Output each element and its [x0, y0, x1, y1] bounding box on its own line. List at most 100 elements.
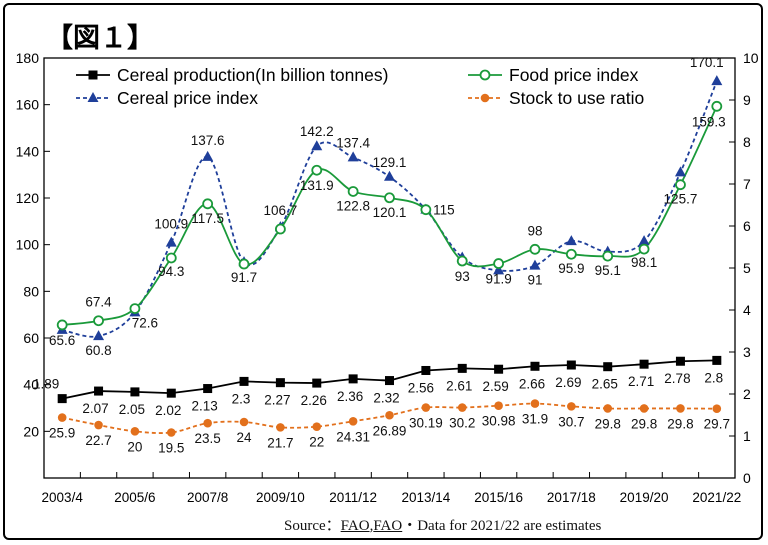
food-price-index-data-label: 72.6: [132, 316, 158, 331]
cereal-production-in-billion-tonnes-point: [94, 386, 104, 396]
cereal-production-in-billion-tonnes-point: [639, 359, 649, 369]
stock-to-use-ratio-point: [639, 404, 649, 413]
x-axis-tick-label: 2005/6: [114, 490, 155, 505]
cereal-price-index-point: [202, 150, 214, 161]
cereal-production-in-billion-tonnes-data-label: 2.32: [373, 391, 399, 406]
source-link-1[interactable]: FAO: [340, 518, 370, 534]
food-price-index-data-label: 98: [527, 223, 542, 238]
stock-to-use-ratio-point: [385, 410, 394, 420]
food-price-index-point: [529, 243, 541, 255]
source-sep: ,: [369, 518, 374, 534]
cereal-production-in-billion-tonnes-data-label: 2.27: [264, 393, 290, 408]
source-link-2[interactable]: FAO: [373, 518, 403, 534]
stock-to-use-ratio-data-label: 24.31: [336, 429, 370, 444]
cereal-production-in-billion-tonnes-point: [457, 363, 467, 373]
x-axis-tick-label: 2011/12: [329, 490, 377, 505]
food-price-index-data-label: 125.7: [664, 192, 698, 207]
food-price-index-data-label: 117.5: [191, 211, 224, 226]
legend-marker-stock-to-use-ratio: [480, 93, 490, 103]
left-axis-tick-label: 120: [16, 190, 40, 206]
food-price-index-point: [165, 252, 177, 264]
food-price-index-point: [565, 248, 577, 260]
cereal-price-index-point: [711, 75, 723, 86]
data-labels: 1.89 2.07 2.05 2.02 2.13 2.3 2.27 2.26 2.36 2.32 2…: [33, 55, 730, 455]
cereal-production-in-billion-tonnes-point: [603, 362, 613, 372]
stock-to-use-ratio-data-label: 29.8: [667, 416, 693, 431]
legend-label-food-price-index: Food price index: [509, 65, 639, 85]
legend-marker-cereal-price-index: [87, 92, 99, 102]
cereal-production-in-billion-tonnes-data-label: 2.78: [664, 371, 690, 386]
x-axis-tick-label: 2007/8: [187, 490, 228, 505]
food-price-index-data-label: 95.1: [595, 263, 621, 278]
legend-label-cereal-production-in-billion-tonnes: Cereal production(In billion tonnes): [117, 65, 388, 85]
cereal-price-index-point: [347, 151, 359, 162]
food-price-index-data-label: 122.8: [336, 198, 370, 213]
right-axis-tick-label: 3: [743, 344, 751, 360]
cereal-production-in-billion-tonnes-point: [712, 355, 722, 365]
legend-label-stock-to-use-ratio: Stock to use ratio: [509, 88, 644, 108]
cereal-production-in-billion-tonnes-point: [312, 378, 322, 388]
stock-to-use-ratio-data-label: 20: [127, 439, 142, 454]
cereal-production-in-billion-tonnes-point: [421, 365, 431, 375]
cereal-production-in-billion-tonnes-data-label: 2.3: [232, 391, 251, 406]
cereal-production-in-billion-tonnes-point: [530, 361, 540, 371]
legend: Cereal production(In billion tonnes) Cere…: [76, 65, 644, 108]
stock-to-use-ratio-point: [567, 402, 576, 411]
stock-to-use-ratio-data-label: 29.8: [631, 416, 657, 431]
food-price-index-point: [56, 319, 68, 331]
left-axis-tick-label: 140: [16, 143, 40, 159]
stock-to-use-ratio-point: [57, 413, 67, 422]
cereal-price-index-point: [165, 236, 177, 247]
stock-to-use-ratio-point: [130, 427, 140, 436]
cereal-production-in-billion-tonnes-point: [566, 360, 576, 370]
cereal-price-index-point: [384, 170, 395, 181]
right-axis-tick-label: 7: [743, 176, 751, 192]
food-price-index-data-label: 106.7: [263, 203, 297, 218]
food-price-index-data-label: 120.1: [373, 205, 407, 220]
food-price-index-data-label: 98.1: [631, 255, 657, 270]
cereal-price-index-point: [674, 166, 686, 177]
food-price-index-point: [675, 179, 686, 191]
food-price-index-point: [420, 204, 432, 216]
food-price-index-point: [638, 243, 650, 255]
stock-to-use-ratio-data-label: 22: [309, 435, 324, 450]
legend-marker-cereal-production-in-billion-tonnes: [88, 70, 98, 80]
cereal-price-index-point: [311, 140, 323, 151]
chart-frame: [3, 3, 763, 540]
cereal-production-in-billion-tonnes-point: [348, 374, 358, 384]
cereal-production-in-billion-tonnes-point: [130, 387, 140, 397]
cereal-production-in-billion-tonnes-data-label: 2.65: [592, 377, 618, 392]
legend-marker-food-price-index: [479, 69, 491, 81]
x-axis-tick-label: 2003/4: [42, 490, 84, 505]
cereal-price-index-data-label: 170.1: [690, 55, 724, 70]
food-price-index-data-label: 159.3: [692, 114, 726, 129]
stock-to-use-ratio-data-label: 30.7: [558, 414, 584, 429]
stock-to-use-ratio-data-label: 31.9: [522, 412, 548, 427]
right-axis-tick-label: 6: [743, 218, 751, 234]
stock-to-use-ratio-data-label: 26.89: [373, 423, 407, 438]
stock-to-use-ratio-point: [276, 423, 285, 432]
food-price-index-data-label: 95.9: [558, 261, 584, 276]
source-prefix: Source：: [284, 518, 341, 534]
food-price-index-data-label: 94.3: [158, 264, 184, 279]
cereal-price-index-point: [529, 259, 541, 270]
cereal-price-index-data-label: 137.4: [336, 135, 370, 150]
axes: 20 40 60 80 100 120 140 160 180 0 1 2 3 4 5 6 7 8 9 10 2003/…: [16, 50, 759, 505]
x-axis-tick-label: 2017/18: [547, 490, 596, 505]
food-price-index-point: [129, 303, 141, 315]
stock-to-use-ratio-point: [494, 401, 503, 411]
right-axis-tick-label: 2: [743, 386, 751, 402]
legend-label-cereal-price-index: Cereal price index: [117, 88, 258, 108]
right-axis-tick-label: 4: [743, 302, 751, 318]
stock-to-use-ratio-data-label: 30.98: [482, 414, 516, 429]
cereal-production-in-billion-tonnes-data-label: 2.59: [482, 379, 508, 394]
food-price-index-point: [202, 198, 214, 210]
left-axis-tick-label: 180: [16, 50, 40, 66]
cereal-price-index-data-label: 115: [433, 203, 455, 218]
stock-to-use-ratio-data-label: 19.5: [158, 441, 184, 456]
cereal-price-index-point: [93, 330, 105, 341]
stock-to-use-ratio-data-label: 30.19: [409, 416, 443, 431]
right-axis-tick-label: 1: [743, 428, 751, 444]
stock-to-use-ratio-point: [457, 403, 467, 412]
stock-to-use-ratio-point: [421, 403, 431, 412]
